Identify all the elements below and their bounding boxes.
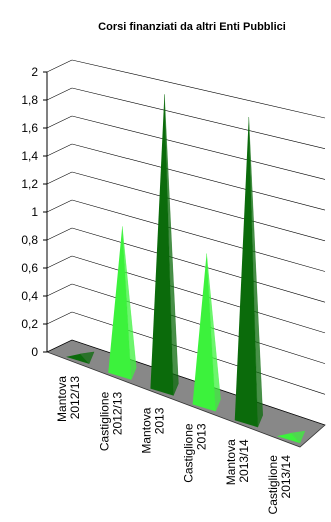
x-tick-label: Castiglione2013 [182,423,209,483]
x-tick-label-line: 2013 [152,407,166,434]
x-tick-label-line: Mantova [139,407,153,453]
x-tick-label-line: Mantova [224,439,238,485]
grid-line [71,59,326,119]
grid-line [71,255,326,334]
pyramid-side [79,351,95,365]
pyramid-side [248,116,263,428]
x-tick-label-line: Mantova [55,376,69,422]
y-tick-label: 0,2 [21,317,38,331]
x-tick-label: Castiglione2013/14 [266,455,293,515]
pyramid-face [108,226,132,380]
grid-line [46,227,73,241]
y-tick-label: 0,8 [21,233,38,247]
x-tick-label: Mantova2013/14 [224,439,251,485]
x-tick-label-line: 2013/14 [237,439,251,483]
grid-line [46,283,73,297]
x-tick-label-line: 2012/13 [68,376,82,420]
x-tick-label: Mantova2012/13 [55,376,82,422]
y-tick-label: 1,6 [21,121,38,135]
x-tick-label-line: Castiglione [266,455,280,515]
grid-line [71,171,326,242]
y-tick-label: 1,4 [21,149,38,163]
grid-line [46,171,73,185]
grid-line [46,59,73,73]
grid-line [46,255,73,269]
pyramid-face [150,94,174,396]
y-tick-label: 0,4 [21,289,38,303]
x-tick-label-line: Castiglione [182,423,196,483]
pyramid-face [66,353,90,364]
grid-line [71,199,326,272]
grid-line [46,339,73,353]
pyramid-face [276,433,300,444]
grid-line [71,283,326,364]
pyramid-side [164,94,179,396]
pyramid-side [290,430,306,444]
grid-line [46,115,73,129]
x-tick-label-line: 2013 [195,423,209,450]
y-tick-label: 1,8 [21,93,38,107]
x-tick-label-line: Castiglione [97,391,111,451]
y-tick-label: 1,2 [21,177,38,191]
grid-line [46,311,73,325]
grid-line [46,87,73,101]
grid-line [71,87,326,149]
grid-line [71,115,326,180]
x-tick-label: Mantova2013 [139,407,166,453]
grid-line [71,143,326,211]
pyramid-face [234,117,258,428]
grid-line [46,199,73,213]
y-tick-label: 0 [31,345,38,359]
x-tick-label: Castiglione2012/13 [97,391,124,451]
chart-title: Corsi finanziati da altri Enti Pubblici [98,21,286,33]
pyramid-side [122,226,137,380]
x-tick-label-line: 2013/14 [279,455,293,499]
pyramid-side [206,253,221,412]
y-tick-label: 2 [31,65,38,79]
y-tick-label: 1 [31,205,38,219]
y-tick-label: 0,6 [21,261,38,275]
x-tick-label-line: 2012/13 [110,391,124,435]
grid-line [46,143,73,157]
pyramid-face [192,253,216,412]
grid-line [71,227,326,303]
